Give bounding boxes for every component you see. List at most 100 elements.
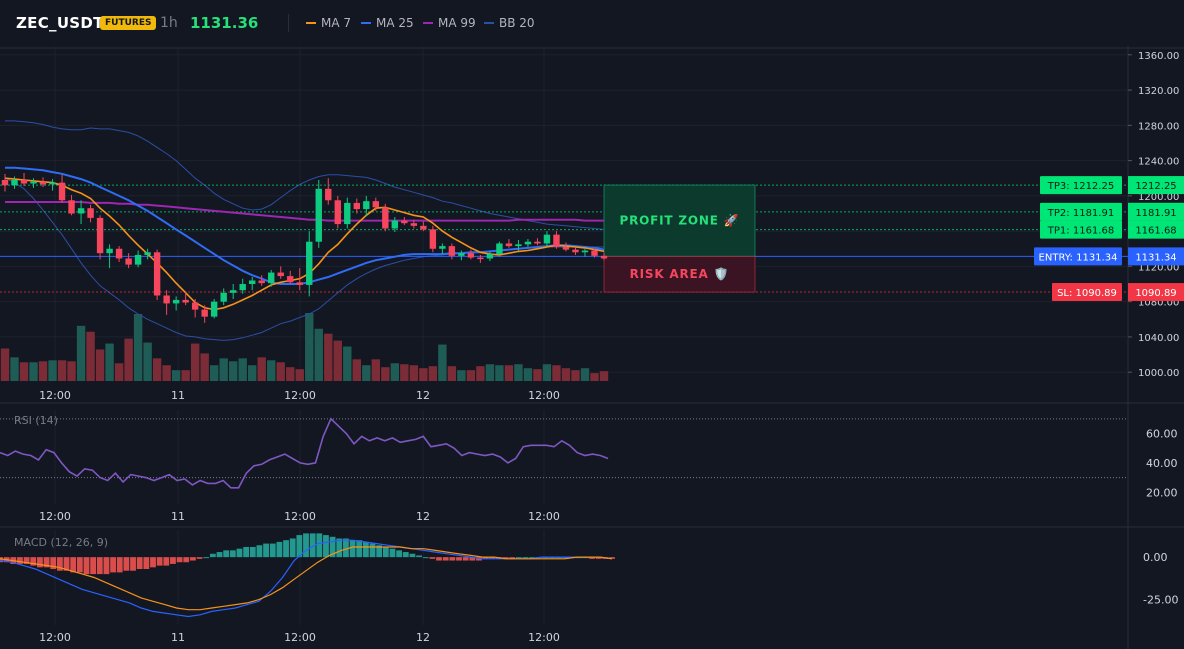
candle-body <box>496 243 503 255</box>
macd-x-label: 12:00 <box>528 631 560 644</box>
level-tag-label: SL: 1090.89 <box>1057 288 1117 299</box>
macd-histogram-bar <box>382 546 389 558</box>
volume-bar <box>371 359 381 381</box>
volume-bar <box>381 367 390 381</box>
macd-histogram-bar <box>283 540 289 558</box>
macd-histogram-bar <box>170 557 176 564</box>
ma25-line <box>5 166 605 285</box>
axis-level-tag <box>1128 220 1184 239</box>
macd-histogram-bar <box>609 557 615 559</box>
price-tick-label: 1120.00 <box>1138 262 1179 273</box>
candle-body <box>163 295 170 304</box>
macd-histogram-bar <box>163 557 170 566</box>
axis-level-tag-label: 1161.68 <box>1135 226 1176 237</box>
candle-body <box>115 248 123 259</box>
volume-bar <box>286 367 295 381</box>
volume-bar <box>114 363 124 381</box>
candle-body <box>1 180 9 186</box>
macd-histogram-bar <box>515 557 522 559</box>
macd-x-label: 11 <box>171 631 185 644</box>
volume-bar <box>314 328 323 381</box>
macd-histogram-bar <box>96 557 103 575</box>
macd-histogram-bar <box>30 557 37 566</box>
main-x-label: 11 <box>171 389 185 402</box>
volume-bar <box>38 361 48 381</box>
price-tick-label: 1360.00 <box>1138 51 1179 62</box>
volume-bar <box>248 365 257 381</box>
macd-histogram-bar <box>63 557 70 571</box>
symbol-label[interactable]: ZEC_USDT <box>16 14 104 32</box>
macd-histogram-bar <box>343 538 349 558</box>
header-divider <box>288 14 289 32</box>
macd-x-label: 12:00 <box>284 631 316 644</box>
legend-ma25[interactable]: MA 25 <box>361 16 414 30</box>
volume-bar <box>152 358 162 381</box>
legend-ma99[interactable]: MA 99 <box>423 16 476 30</box>
candle-body <box>543 234 551 244</box>
level-tag <box>1040 220 1122 239</box>
ma7-line <box>4 177 605 311</box>
profit-zone-label: PROFIT ZONE 🚀 <box>620 214 740 228</box>
volume-bar <box>362 365 371 381</box>
macd-tick-label: -25.00 <box>1143 594 1178 607</box>
risk-zone <box>603 255 756 293</box>
macd-histogram-bar <box>116 557 123 573</box>
macd-histogram-bar <box>229 550 236 558</box>
price-tick-label: 1000.00 <box>1138 368 1179 379</box>
macd-histogram-bar <box>37 557 43 568</box>
candle-body <box>486 254 494 259</box>
macd-histogram-bar <box>316 533 323 558</box>
bollinger-upper-line <box>5 120 605 230</box>
candle-body <box>334 200 341 225</box>
candle-body <box>458 253 465 256</box>
volume-bar <box>143 342 152 381</box>
volume-bar <box>95 349 105 381</box>
level-tag-label: ENTRY: 1131.34 <box>1039 252 1118 263</box>
macd-histogram-bar <box>269 543 276 558</box>
level-tag-label: TP3: 1212.25 <box>1047 181 1114 192</box>
candle-body <box>344 202 351 225</box>
volume-bar <box>133 313 143 381</box>
candle-body <box>401 220 408 224</box>
volume-bar <box>0 348 10 381</box>
volume-bar <box>428 366 438 381</box>
rsi-x-label: 12 <box>416 510 430 523</box>
volume-bar <box>447 366 457 381</box>
legend-bb20[interactable]: BB 20 <box>484 16 535 30</box>
candle-body <box>239 284 246 291</box>
volume-bar <box>295 369 304 381</box>
candle-body <box>39 181 47 185</box>
volume-bar <box>29 362 38 381</box>
volume-bar <box>219 358 228 381</box>
candle-body <box>562 247 570 250</box>
volume-bar <box>19 362 29 381</box>
macd-histogram-bar <box>130 557 136 571</box>
candle-body <box>287 276 294 283</box>
volume-bar <box>523 368 533 381</box>
macd-histogram-bar <box>522 557 529 559</box>
timeframe-label[interactable]: 1h <box>160 15 178 31</box>
level-tag-label: TP2: 1181.91 <box>1047 208 1114 219</box>
rsi-x-label: 12:00 <box>39 510 71 523</box>
macd-histogram-bar <box>223 550 230 558</box>
candle-body <box>353 202 360 210</box>
macd-histogram-bar <box>389 548 396 558</box>
volume-bar <box>438 344 447 381</box>
rsi-x-label: 11 <box>171 510 185 523</box>
macd-histogram-bar <box>23 557 30 564</box>
candle-body <box>49 182 56 185</box>
volume-bar <box>257 357 266 381</box>
macd-histogram-bar <box>402 552 409 558</box>
macd-histogram-bar <box>296 535 303 558</box>
macd-histogram-bar <box>150 557 156 568</box>
legend-ma7[interactable]: MA 7 <box>306 16 351 30</box>
volume-bar <box>76 325 86 381</box>
candle-body <box>77 208 85 214</box>
macd-histogram-bar <box>489 557 496 559</box>
axis-level-tag <box>1128 176 1184 195</box>
rsi-title: RSI (14) <box>14 414 58 427</box>
volume-bar <box>333 340 342 381</box>
volume-bar <box>533 369 542 381</box>
macd-histogram-bar <box>502 557 509 559</box>
